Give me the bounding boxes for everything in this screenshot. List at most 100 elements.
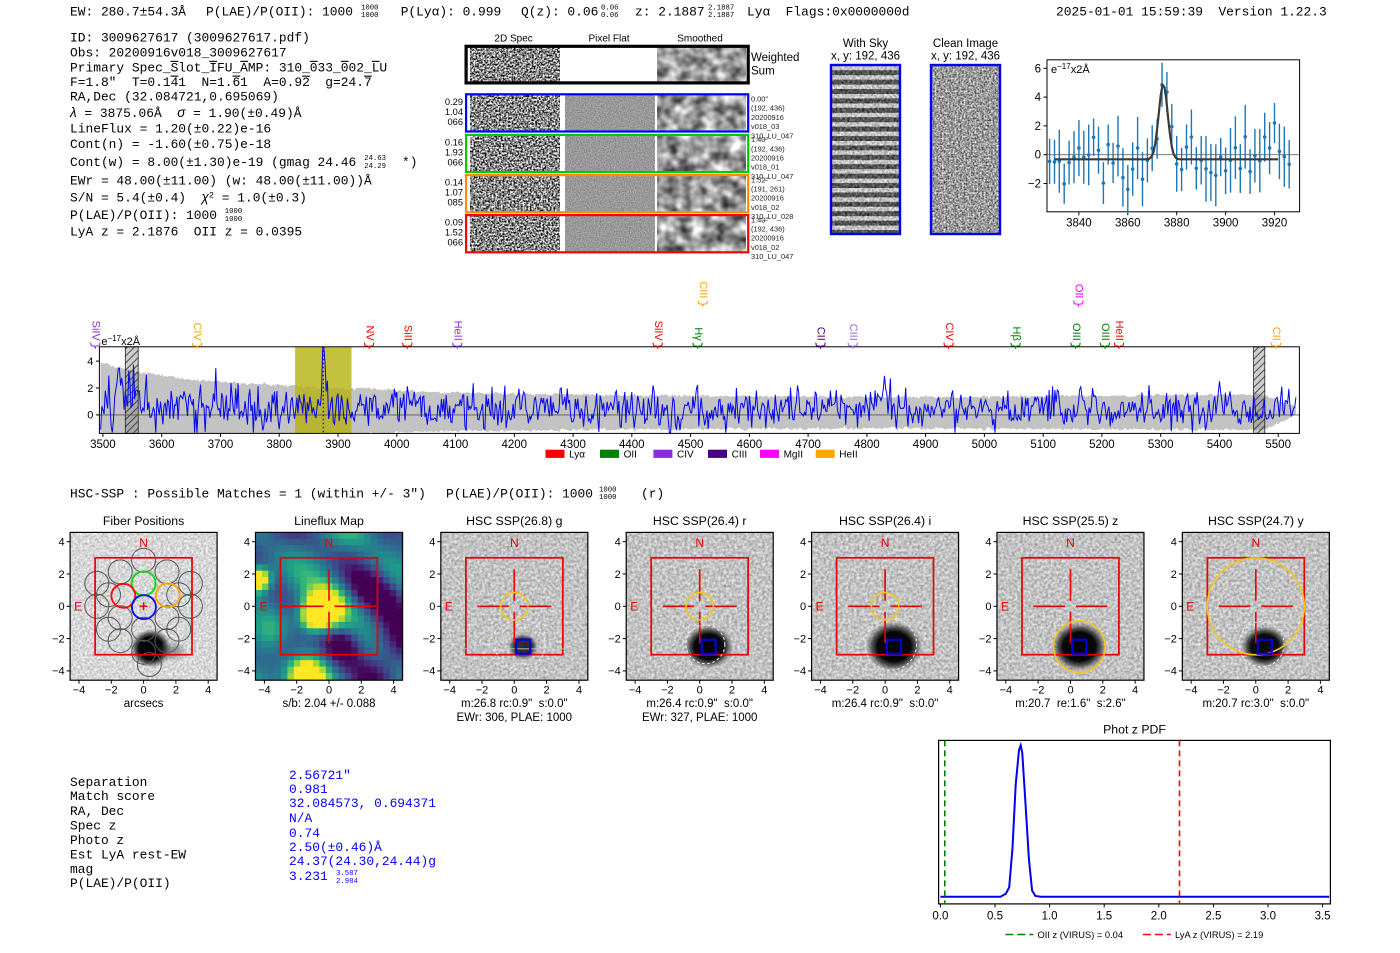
- svg-text:Primary Spec_Slot_IFU_AMP: 310: Primary Spec_Slot_IFU_AMP: 310_033_002_L…: [70, 61, 387, 76]
- svg-text:0: 0: [1067, 685, 1073, 697]
- svg-text:EW: 280.7±54.3Å: EW: 280.7±54.3Å: [70, 5, 186, 20]
- svg-text:−4: −4: [443, 685, 456, 697]
- svg-text:−4: −4: [52, 666, 65, 678]
- svg-text:085: 085: [447, 198, 463, 208]
- svg-text:HSC SSP(25.5) z: HSC SSP(25.5) z: [1023, 514, 1119, 528]
- svg-text:2: 2: [800, 569, 806, 581]
- svg-text:0.74: 0.74: [289, 826, 320, 841]
- svg-text:Lineflux Map: Lineflux Map: [294, 514, 364, 528]
- svg-text:E: E: [1001, 599, 1009, 613]
- svg-text:2: 2: [544, 685, 550, 697]
- svg-text:Lyα Flags:0x0000000d: Lyα Flags:0x0000000d: [747, 5, 909, 20]
- svg-text:−2: −2: [794, 633, 807, 645]
- svg-text:20200916: 20200916: [751, 194, 784, 203]
- svg-text:0: 0: [1035, 150, 1041, 162]
- svg-text:0: 0: [58, 601, 64, 613]
- svg-text:P(LAE)/P(OII): P(LAE)/P(OII): [70, 876, 171, 891]
- svg-text:Obs: 20200916v018_3009627617: Obs: 20200916v018_3009627617: [70, 46, 287, 61]
- svg-text:Hβ: Hβ: [1010, 327, 1022, 341]
- svg-text:4: 4: [87, 356, 93, 368]
- svg-text:3.5: 3.5: [1315, 910, 1331, 922]
- svg-text:z: 2.1887: z: 2.1887: [635, 5, 705, 20]
- svg-text:20200916: 20200916: [751, 154, 784, 163]
- svg-text:LyA z = 2.1876 OII z = 0.0395: LyA z = 2.1876 OII z = 0.0395: [70, 225, 302, 240]
- svg-text:5300: 5300: [1148, 439, 1174, 451]
- svg-text:P(Lyα): 0.999: P(Lyα): 0.999: [401, 5, 502, 20]
- svg-text:F=1.8" T=0.141 N=1.61 A=0.9: F=1.8" T=0.141 N=1.61 A=0.92 g=24.7: [70, 75, 372, 90]
- svg-text:2: 2: [1035, 121, 1041, 133]
- svg-text:Sum: Sum: [751, 66, 775, 78]
- svg-text:E: E: [445, 599, 453, 613]
- svg-text:CII: CII: [1270, 327, 1282, 341]
- svg-text:−2: −2: [1164, 633, 1177, 645]
- svg-text:0.06: 0.06: [601, 4, 619, 12]
- svg-text:Pixel Flat: Pixel Flat: [588, 34, 629, 45]
- svg-text:4000: 4000: [384, 439, 410, 451]
- svg-text:4: 4: [1317, 685, 1323, 697]
- svg-text:066: 066: [447, 157, 463, 167]
- svg-text:4600: 4600: [737, 439, 763, 451]
- svg-text:1.52": 1.52": [751, 175, 768, 184]
- svg-text:1.93: 1.93: [445, 147, 463, 157]
- svg-text:x, y: 192, 436: x, y: 192, 436: [931, 51, 1000, 63]
- svg-text:E: E: [259, 599, 267, 613]
- svg-text:0: 0: [1171, 601, 1177, 613]
- svg-text:0.09: 0.09: [445, 218, 463, 228]
- svg-text:N: N: [881, 536, 890, 550]
- svg-text:−2: −2: [290, 685, 303, 697]
- svg-text:E: E: [74, 599, 82, 613]
- svg-text:0.00": 0.00": [751, 95, 768, 104]
- svg-text:v018_02: v018_02: [751, 203, 779, 212]
- svg-text:4: 4: [429, 537, 435, 549]
- svg-text:v018_02: v018_02: [751, 243, 779, 252]
- svg-text:2.984: 2.984: [336, 878, 359, 886]
- svg-text:−4: −4: [258, 685, 271, 697]
- svg-text:3800: 3800: [266, 439, 292, 451]
- svg-text:2: 2: [1100, 685, 1106, 697]
- svg-text:5000: 5000: [972, 439, 998, 451]
- svg-text:S/N = 5.4(±0.4) χ2 = 1.0(±0.: S/N = 5.4(±0.4) χ2 = 1.0(±0.3): [70, 190, 307, 206]
- svg-text:4700: 4700: [795, 439, 821, 451]
- svg-text:3900: 3900: [1213, 217, 1239, 229]
- svg-text:N: N: [695, 536, 704, 550]
- svg-text:CIV: CIV: [191, 322, 203, 341]
- svg-text:4: 4: [761, 685, 767, 697]
- svg-text:4900: 4900: [913, 439, 939, 451]
- svg-text:Lyα: Lyα: [569, 450, 585, 461]
- svg-text:0: 0: [244, 601, 250, 613]
- svg-text:RA, Dec: RA, Dec: [70, 804, 124, 819]
- svg-text:0: 0: [985, 601, 991, 613]
- svg-text:1.07: 1.07: [445, 188, 463, 198]
- svg-text:N/A: N/A: [289, 811, 312, 826]
- svg-text:−4: −4: [1000, 685, 1013, 697]
- svg-text:24.37(24.30,24.44)g: 24.37(24.30,24.44)g: [289, 854, 436, 869]
- svg-text:5200: 5200: [1089, 439, 1115, 451]
- svg-text:1000: 1000: [361, 12, 379, 20]
- svg-text:0: 0: [429, 601, 435, 613]
- svg-text:N: N: [325, 536, 334, 550]
- svg-text:N: N: [510, 536, 519, 550]
- svg-text:e−17x2Å: e−17x2Å: [1051, 62, 1090, 76]
- svg-text:HSC SSP(26.4) i: HSC SSP(26.4) i: [839, 514, 931, 528]
- svg-text:s/b: 2.04 +/- 0.088: s/b: 2.04 +/- 0.088: [282, 698, 375, 710]
- svg-text:4200: 4200: [502, 439, 528, 451]
- svg-text:HSC SSP(26.4) r: HSC SSP(26.4) r: [653, 514, 747, 528]
- svg-text:λ = 3875.06Å σ = 1.90(±0.49)Å: λ = 3875.06Å σ = 1.90(±0.49)Å: [69, 105, 302, 121]
- svg-text:0.5: 0.5: [987, 910, 1003, 922]
- svg-text:0: 0: [87, 410, 93, 422]
- svg-text:1000: 1000: [361, 4, 379, 12]
- svg-text:−2: −2: [1217, 685, 1230, 697]
- svg-text:arcsecs: arcsecs: [124, 698, 164, 710]
- svg-text:4500: 4500: [678, 439, 704, 451]
- svg-text:0.981: 0.981: [289, 782, 328, 797]
- svg-text:x, y: 192, 436: x, y: 192, 436: [831, 51, 900, 63]
- svg-text:−2: −2: [1032, 685, 1045, 697]
- svg-text:e−17x2Å: e−17x2Å: [101, 334, 140, 348]
- svg-text:HeII: HeII: [452, 321, 464, 341]
- svg-text:N: N: [1251, 536, 1260, 550]
- svg-text:−4: −4: [1185, 685, 1198, 697]
- svg-text:CIII: CIII: [697, 281, 709, 298]
- svg-text:−4: −4: [979, 666, 992, 678]
- svg-text:0: 0: [326, 685, 332, 697]
- svg-text:v018_01: v018_01: [751, 163, 779, 172]
